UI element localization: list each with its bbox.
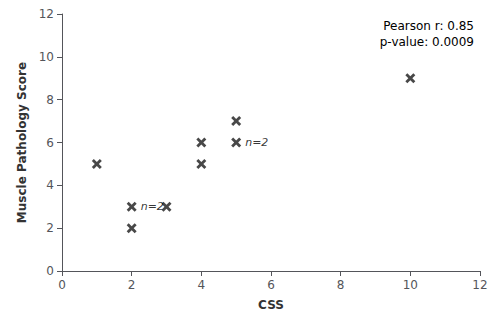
svg-text:4: 4 (46, 178, 54, 192)
svg-text:6: 6 (46, 136, 54, 150)
svg-text:2: 2 (46, 221, 54, 235)
svg-text:n=2: n=2 (141, 200, 164, 213)
svg-text:4: 4 (198, 278, 206, 292)
svg-text:12: 12 (472, 278, 487, 292)
svg-text:0: 0 (58, 278, 66, 292)
svg-text:Muscle Pathology Score: Muscle Pathology Score (15, 62, 29, 223)
svg-text:0: 0 (46, 264, 54, 278)
svg-text:CSS: CSS (258, 298, 284, 312)
svg-text:10: 10 (39, 50, 54, 64)
svg-text:12: 12 (39, 7, 54, 21)
svg-text:8: 8 (46, 93, 54, 107)
svg-text:10: 10 (403, 278, 418, 292)
svg-text:2: 2 (128, 278, 136, 292)
svg-text:n=2: n=2 (245, 136, 268, 149)
svg-text:Pearson r: 0.85: Pearson r: 0.85 (383, 19, 474, 33)
svg-text:8: 8 (337, 278, 345, 292)
svg-text:6: 6 (267, 278, 275, 292)
svg-text:p-value: 0.0009: p-value: 0.0009 (380, 35, 474, 49)
